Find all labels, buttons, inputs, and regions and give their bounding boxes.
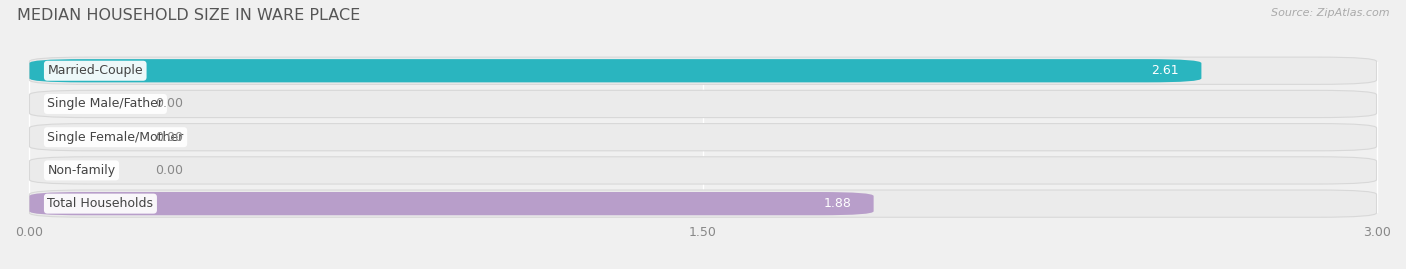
Text: Married-Couple: Married-Couple bbox=[48, 64, 143, 77]
Text: 2.61: 2.61 bbox=[1152, 64, 1180, 77]
Text: 0.00: 0.00 bbox=[155, 131, 183, 144]
Text: 1.88: 1.88 bbox=[824, 197, 851, 210]
Text: Source: ZipAtlas.com: Source: ZipAtlas.com bbox=[1271, 8, 1389, 18]
FancyBboxPatch shape bbox=[30, 123, 1376, 151]
FancyBboxPatch shape bbox=[30, 90, 1376, 118]
Text: Total Households: Total Households bbox=[48, 197, 153, 210]
Text: 0.00: 0.00 bbox=[155, 164, 183, 177]
Text: Single Male/Father: Single Male/Father bbox=[48, 97, 163, 111]
Text: 0.00: 0.00 bbox=[155, 97, 183, 111]
Text: Non-family: Non-family bbox=[48, 164, 115, 177]
Text: Single Female/Mother: Single Female/Mother bbox=[48, 131, 184, 144]
Text: MEDIAN HOUSEHOLD SIZE IN WARE PLACE: MEDIAN HOUSEHOLD SIZE IN WARE PLACE bbox=[17, 8, 360, 23]
FancyBboxPatch shape bbox=[30, 57, 1376, 84]
FancyBboxPatch shape bbox=[30, 192, 873, 215]
FancyBboxPatch shape bbox=[30, 59, 1201, 82]
FancyBboxPatch shape bbox=[30, 157, 1376, 184]
FancyBboxPatch shape bbox=[30, 190, 1376, 217]
